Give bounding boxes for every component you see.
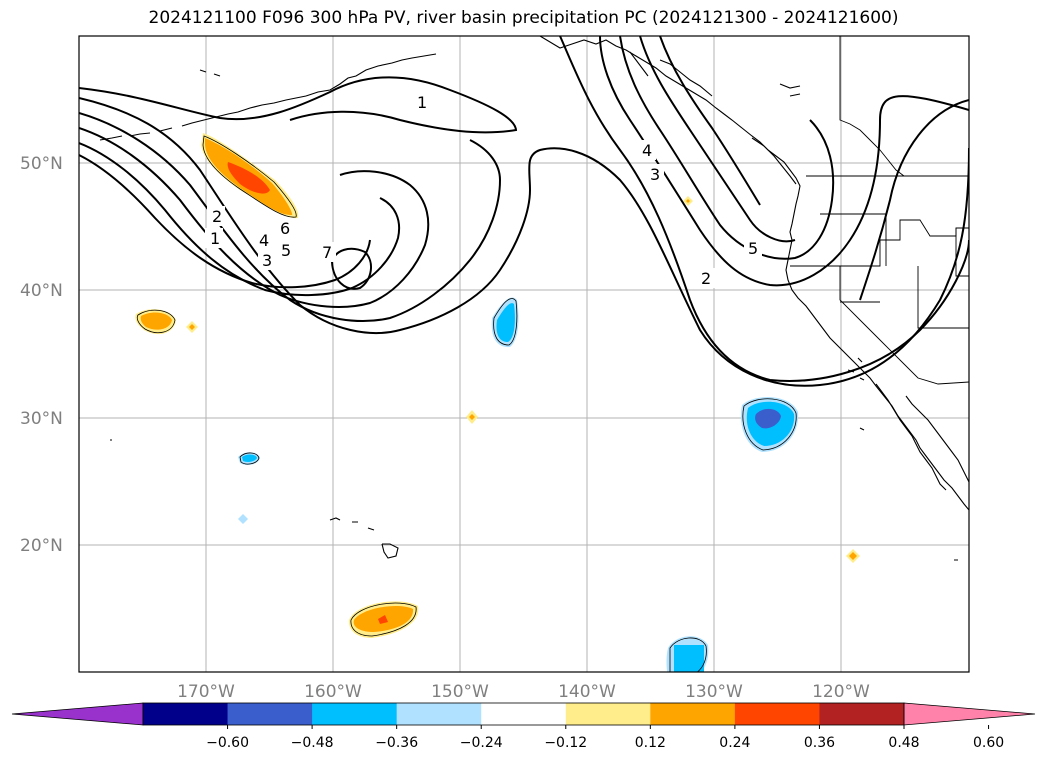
- contour-label-1-west: 1: [210, 229, 220, 248]
- contour-label-3-west: 3: [262, 251, 272, 270]
- colorbar-cell: [481, 703, 567, 725]
- colorbar-tick-label: 0.48: [888, 735, 919, 751]
- map-area: [79, 36, 969, 672]
- lat-label-30: 30°N: [20, 409, 63, 429]
- lat-label-40: 40°N: [20, 281, 63, 301]
- contour-label-2-west: 2: [212, 207, 222, 226]
- colorbar-tick-label: −0.36: [375, 735, 418, 751]
- colorbar-cell: [312, 703, 398, 725]
- contour-label-4-west: 4: [259, 231, 269, 250]
- map-title: 2024121100 F096 300 hPa PV, river basin …: [148, 8, 899, 28]
- pv-contour-labels: 1 1 2 3 4 5 6 7 4 3 5 2: [205, 92, 762, 288]
- colorbar-tick-label: 0.12: [635, 735, 666, 751]
- colorbar-outline: [142, 702, 905, 726]
- lat-label-20: 20°N: [20, 536, 63, 556]
- contour-label-7: 7: [322, 243, 332, 262]
- precipitation-shading: [135, 133, 860, 672]
- colorbar-cell: [734, 703, 820, 725]
- colorbar-over-arrow: [903, 702, 1036, 726]
- contour-label-6-west: 6: [280, 219, 290, 238]
- colorbar-cell: [565, 703, 651, 725]
- colorbar-cell: [650, 703, 736, 725]
- colorbar-tick-label: 0.36: [804, 735, 835, 751]
- colorbar-tick-label: 0.24: [719, 735, 750, 751]
- contour-label-1: 1: [417, 93, 427, 112]
- coastlines: [99, 36, 969, 561]
- colorbar-tick-label: −0.12: [544, 735, 587, 751]
- lat-label-50: 50°N: [20, 154, 63, 174]
- latitude-labels: 50°N 40°N 30°N 20°N: [20, 154, 63, 556]
- colorbar-tick-label: 0.60: [973, 735, 1004, 751]
- lon-label-140w: 140°W: [558, 682, 616, 702]
- contour-label-5-east: 5: [748, 239, 758, 258]
- colorbar-tick-label: −0.48: [291, 735, 334, 751]
- lon-label-160w: 160°W: [304, 682, 362, 702]
- precip-outlines: [136, 135, 797, 672]
- contour-label-3-east: 3: [650, 165, 660, 184]
- contour-label-5-west: 5: [281, 241, 291, 260]
- colorbar-cell: [819, 703, 905, 725]
- colorbar: −0.60 −0.48 −0.36 −0.24 −0.12 0.12 0.24 0.36 0.4…: [11, 702, 1036, 751]
- colorbar-tick-label: −0.24: [460, 735, 503, 751]
- colorbar-tick-label: −0.60: [206, 735, 249, 751]
- lon-label-170w: 170°W: [177, 682, 235, 702]
- map-frame: [78, 35, 970, 673]
- colorbar-cell: [396, 703, 482, 725]
- lon-label-120w: 120°W: [812, 682, 870, 702]
- lon-label-130w: 130°W: [685, 682, 743, 702]
- colorbar-cell: [143, 703, 229, 725]
- contour-label-2-east: 2: [701, 269, 711, 288]
- longitude-labels: 170°W 160°W 150°W 140°W 130°W 120°W: [177, 682, 870, 702]
- colorbar-under-arrow: [11, 702, 144, 726]
- colorbar-cell: [227, 703, 313, 725]
- lon-label-150w: 150°W: [431, 682, 489, 702]
- contour-label-4-east: 4: [642, 141, 652, 160]
- gridlines: [79, 36, 969, 672]
